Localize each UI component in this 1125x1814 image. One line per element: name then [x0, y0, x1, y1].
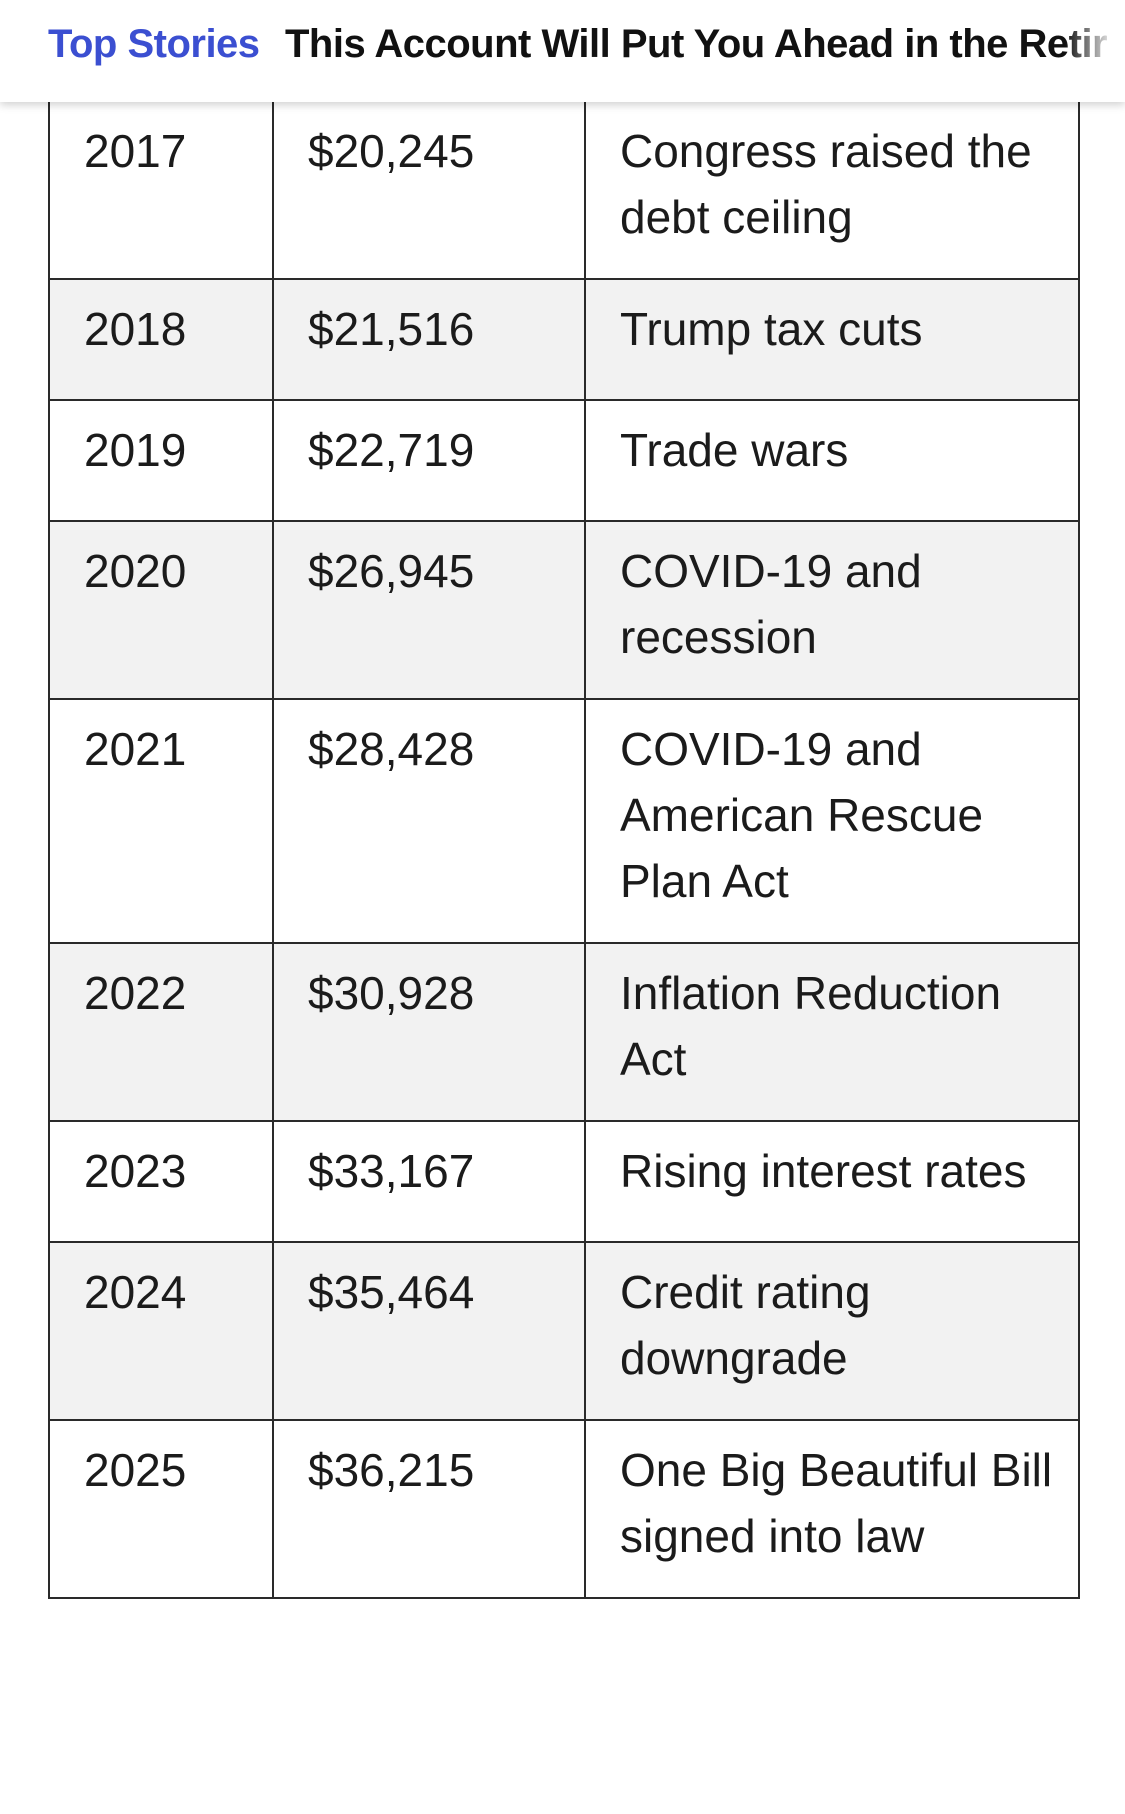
- debt-cell: $33,167: [272, 1120, 586, 1243]
- debt-cell: $26,945: [272, 520, 586, 700]
- year-cell: 2017: [48, 102, 274, 280]
- table-row: 2020 $26,945 COVID-19 and recession: [48, 520, 1080, 700]
- debt-table-container: 2017 $20,245 Congress raised the debt ce…: [48, 102, 1080, 1599]
- event-cell: Inflation Reduction Act: [584, 942, 1080, 1122]
- top-bar: Top Stories This Account Will Put You Ah…: [0, 0, 1125, 102]
- table-row: 2018 $21,516 Trump tax cuts: [48, 278, 1080, 401]
- debt-cell: $30,928: [272, 942, 586, 1122]
- event-cell: Credit rating downgrade: [584, 1241, 1080, 1421]
- debt-cell: $22,719: [272, 399, 586, 522]
- event-cell: Congress raised the debt ceiling: [584, 102, 1080, 280]
- debt-cell: $35,464: [272, 1241, 586, 1421]
- event-cell: Trump tax cuts: [584, 278, 1080, 401]
- table-row: 2025 $36,215 One Big Beautiful Bill sign…: [48, 1419, 1080, 1599]
- headline-fade: [1065, 0, 1125, 102]
- table-row: 2022 $30,928 Inflation Reduction Act: [48, 942, 1080, 1122]
- event-cell: Trade wars: [584, 399, 1080, 522]
- story-headline-link[interactable]: This Account Will Put You Ahead in the R…: [285, 22, 1108, 66]
- year-cell: 2020: [48, 520, 274, 700]
- table-row: 2023 $33,167 Rising interest rates: [48, 1120, 1080, 1243]
- top-stories-link[interactable]: Top Stories: [48, 22, 260, 66]
- year-cell: 2025: [48, 1419, 274, 1599]
- table-row: 2021 $28,428 COVID-19 and American Rescu…: [48, 698, 1080, 944]
- event-cell: One Big Beautiful Bill signed into law: [584, 1419, 1080, 1599]
- debt-cell: $36,215: [272, 1419, 586, 1599]
- debt-cell: $21,516: [272, 278, 586, 401]
- year-cell: 2024: [48, 1241, 274, 1421]
- event-cell: Rising interest rates: [584, 1120, 1080, 1243]
- year-cell: 2023: [48, 1120, 274, 1243]
- table-row: 2017 $20,245 Congress raised the debt ce…: [48, 102, 1080, 280]
- table-row: 2024 $35,464 Credit rating downgrade: [48, 1241, 1080, 1421]
- debt-cell: $28,428: [272, 698, 586, 944]
- year-cell: 2022: [48, 942, 274, 1122]
- year-cell: 2019: [48, 399, 274, 522]
- year-cell: 2021: [48, 698, 274, 944]
- table-row: 2019 $22,719 Trade wars: [48, 399, 1080, 522]
- debt-cell: $20,245: [272, 102, 586, 280]
- event-cell: COVID-19 and recession: [584, 520, 1080, 700]
- year-cell: 2018: [48, 278, 274, 401]
- event-cell: COVID-19 and American Rescue Plan Act: [584, 698, 1080, 944]
- national-debt-table: 2017 $20,245 Congress raised the debt ce…: [48, 102, 1080, 1599]
